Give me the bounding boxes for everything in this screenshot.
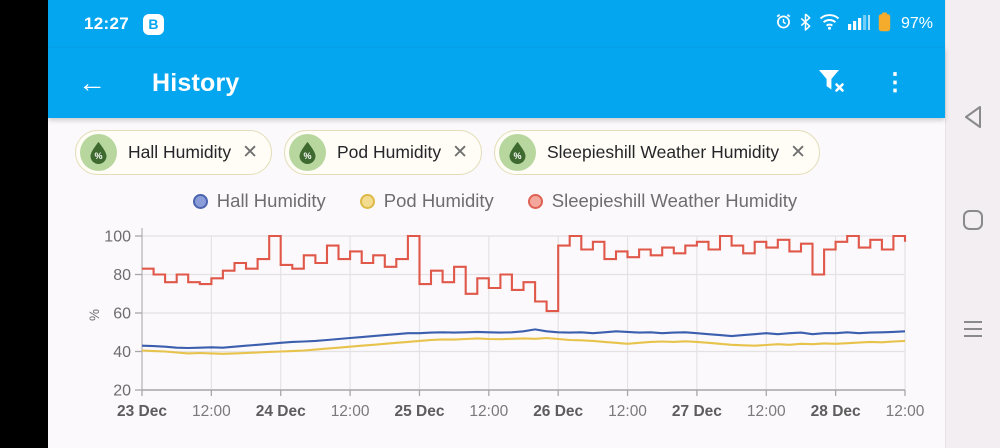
status-bar: 12:27 B 97%: [48, 0, 945, 48]
legend-label: Sleepieshill Weather Humidity: [551, 190, 798, 211]
back-button[interactable]: ←: [78, 67, 106, 98]
page-title: History: [152, 68, 240, 97]
svg-text:12:00: 12:00: [469, 403, 508, 420]
svg-text:100: 100: [104, 229, 131, 246]
wifi-icon: [819, 13, 840, 35]
svg-text:%: %: [87, 309, 102, 321]
chip-label: Hall Humidity: [128, 142, 232, 162]
status-icons: 97%: [775, 12, 933, 37]
chart-legend: Hall Humidity Pod Humidity Sleepieshill …: [85, 190, 905, 212]
battery-icon: [878, 12, 891, 37]
svg-text:%: %: [513, 151, 521, 161]
humidity-history-chart[interactable]: 20 40 60 80 100 23 Dec 12:00 24 Dec 12:00 25 Dec 1…: [85, 215, 945, 436]
svg-text:80: 80: [113, 267, 131, 284]
battery-percent: 97%: [900, 15, 933, 32]
camera-cutout-strip: [0, 0, 48, 448]
alarm-icon: [775, 13, 792, 35]
svg-text:40: 40: [113, 344, 131, 361]
svg-text:24 Dec: 24 Dec: [256, 403, 306, 420]
humidity-droplet-icon: %: [80, 134, 117, 171]
svg-text:12:00: 12:00: [192, 403, 231, 420]
svg-text:25 Dec: 25 Dec: [394, 403, 444, 420]
chip-label: Pod Humidity: [337, 142, 442, 162]
svg-text:27 Dec: 27 Dec: [672, 403, 722, 420]
svg-text:60: 60: [113, 306, 131, 323]
series-hall-humidity: [141, 328, 906, 350]
legend-label: Pod Humidity: [383, 190, 494, 211]
nav-recents-icon[interactable]: [961, 318, 985, 345]
overflow-menu-icon[interactable]: ⋮: [883, 69, 907, 96]
series-sleepieshill-weather-humidity: [142, 234, 907, 313]
chip-hall-humidity[interactable]: % Hall Humidity ✕: [75, 130, 272, 175]
chart-canvas[interactable]: 20 40 60 80 100 23 Dec 12:00 24 Dec 12:00 25 Dec 1…: [85, 215, 955, 431]
legend-item-sleepieshill-weather-humidity[interactable]: Sleepieshill Weather Humidity: [527, 190, 798, 212]
legend-item-hall-humidity[interactable]: Hall Humidity: [192, 190, 326, 212]
close-icon[interactable]: ✕: [242, 142, 258, 163]
svg-text:%: %: [303, 151, 311, 161]
signal-icon: [847, 13, 870, 35]
svg-text:12:00: 12:00: [331, 403, 370, 420]
nav-home-icon[interactable]: [961, 208, 985, 237]
legend-marker: [359, 193, 375, 209]
legend-label: Hall Humidity: [216, 190, 326, 211]
svg-text:26 Dec: 26 Dec: [533, 403, 583, 420]
svg-text:%: %: [94, 151, 102, 161]
chip-sleepieshill-weather-humidity[interactable]: % Sleepieshill Weather Humidity ✕: [494, 130, 821, 175]
notification-badge: B: [142, 13, 164, 35]
filter-remove-icon[interactable]: [815, 67, 847, 100]
humidity-droplet-icon: %: [499, 134, 536, 171]
close-icon[interactable]: ✕: [452, 142, 468, 163]
svg-text:23 Dec: 23 Dec: [117, 403, 167, 420]
legend-marker: [527, 193, 543, 209]
svg-text:28 Dec: 28 Dec: [811, 403, 861, 420]
legend-item-pod-humidity[interactable]: Pod Humidity: [359, 190, 494, 212]
clock: 12:27: [84, 14, 129, 33]
chip-pod-humidity[interactable]: % Pod Humidity ✕: [284, 130, 482, 175]
content: % Hall Humidity ✕ % Pod Humidity ✕ %: [48, 118, 945, 448]
close-icon[interactable]: ✕: [790, 142, 807, 163]
legend-marker: [192, 193, 208, 209]
app-window: 12:27 B 97%: [48, 0, 945, 448]
series-pod-humidity: [141, 336, 906, 355]
nav-back-icon[interactable]: [962, 104, 984, 135]
svg-text:12:00: 12:00: [886, 403, 925, 420]
humidity-droplet-icon: %: [289, 134, 326, 171]
bluetooth-icon: [800, 12, 811, 36]
svg-text:12:00: 12:00: [608, 403, 647, 420]
navigation-bar: [945, 0, 1000, 448]
filter-chips: % Hall Humidity ✕ % Pod Humidity ✕ %: [48, 118, 945, 175]
svg-text:20: 20: [113, 383, 131, 400]
app-bar: ← History ⋮: [48, 48, 945, 118]
chip-label: Sleepieshill Weather Humidity: [547, 142, 780, 162]
svg-text:12:00: 12:00: [747, 403, 786, 420]
